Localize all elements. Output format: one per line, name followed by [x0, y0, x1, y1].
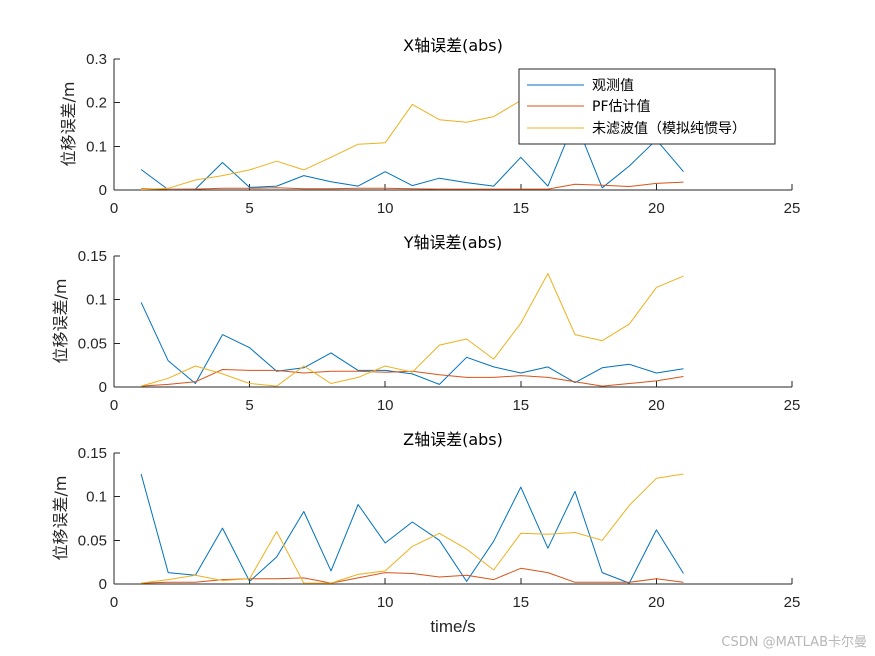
x-tick-label: 20 — [648, 200, 665, 217]
subplot-title: Z轴误差(abs) — [403, 430, 503, 449]
x-tick-label: 0 — [110, 594, 118, 611]
plot-area: 0 5 10 15 20 25 0 0.05 0.1 0.15 — [78, 248, 801, 414]
subplot-title: X轴误差(abs) — [403, 36, 503, 55]
y-axis-label: 位移误差/m — [59, 82, 78, 167]
y-tick-label: 0.3 — [86, 51, 107, 68]
x-tick-label: 10 — [377, 200, 394, 217]
y-tick-label: 0 — [99, 576, 107, 593]
pf-estimate-series-line — [141, 369, 684, 387]
unfiltered-series-line — [141, 473, 684, 584]
subplot-title: Y轴误差(abs) — [403, 233, 503, 252]
x-tick-label: 0 — [110, 200, 118, 217]
x-tick-label: 25 — [784, 594, 801, 611]
x-axis-label: time/s — [430, 617, 475, 636]
x-tick-label: 20 — [648, 594, 665, 611]
y-tick-label: 0 — [99, 379, 107, 396]
observed-series-line — [140, 119, 684, 191]
watermark: CSDN @MATLAB卡尔曼 — [721, 635, 867, 650]
x-tick-label: 15 — [512, 200, 529, 217]
subplot-y-error: Y轴误差(abs) 位移误差/m 0 5 10 15 20 25 0 0.05 0.1 0.15 — [51, 233, 800, 414]
x-tick-label: 20 — [648, 397, 665, 414]
legend-entry-observed: 观测值 — [592, 78, 634, 94]
x-tick-label: 0 — [110, 397, 118, 414]
x-tick-label: 25 — [784, 397, 801, 414]
x-tick-label: 15 — [512, 397, 529, 414]
pf-estimate-series-line — [141, 181, 684, 190]
y-tick-label: 0 — [99, 182, 107, 199]
y-tick-label: 0.05 — [78, 532, 107, 549]
legend-entry-unfiltered: 未滤波值（模拟纯惯导） — [592, 120, 746, 137]
pf-estimate-series-line — [141, 567, 684, 584]
subplot-z-error: Z轴误差(abs) 位移误差/m 0 5 10 15 20 2500.050.10.15 … — [51, 430, 800, 636]
x-tick-label: 15 — [512, 594, 529, 611]
plot-area: 0 5 10 15 20 25 0 0.05 0.1 0.15 — [78, 445, 801, 611]
legend-entry-pf: PF估计值 — [592, 99, 651, 115]
x-tick-label: 5 — [245, 594, 253, 611]
y-tick-label: 0.15 — [78, 248, 107, 265]
x-tick-label: 5 — [245, 397, 253, 414]
y-tick-label: 0.1 — [86, 489, 107, 506]
observed-series-line — [140, 302, 684, 385]
x-tick-label: 25 — [784, 200, 801, 217]
y-tick-label: 0.1 — [86, 292, 107, 309]
x-tick-label: 5 — [245, 200, 253, 217]
y-axis-label: 位移误差/m — [51, 279, 70, 364]
y-tick-label: 0.1 — [86, 138, 107, 155]
unfiltered-series-line — [140, 273, 684, 387]
plot-area: 0 5 10 15 20 25 0 0.1 0.2 0.3 — [86, 51, 800, 217]
y-axis-label: 位移误差/m — [51, 476, 70, 561]
x-tick-label: 10 — [377, 594, 394, 611]
observed-series-line — [140, 473, 684, 584]
y-tick-label: 0.2 — [86, 95, 107, 112]
subplot-x-error: X轴误差(abs) 位移误差/m 0 5 10 15 20 25 0 0.1 0.2 0.3 观测… — [59, 36, 800, 217]
legend: 观测值 PF估计值 未滤波值（模拟纯惯导） — [518, 68, 776, 145]
y-tick-label: 0.15 — [78, 445, 107, 462]
y-tick-label: 0.05 — [78, 335, 107, 352]
x-tick-label: 10 — [377, 397, 394, 414]
